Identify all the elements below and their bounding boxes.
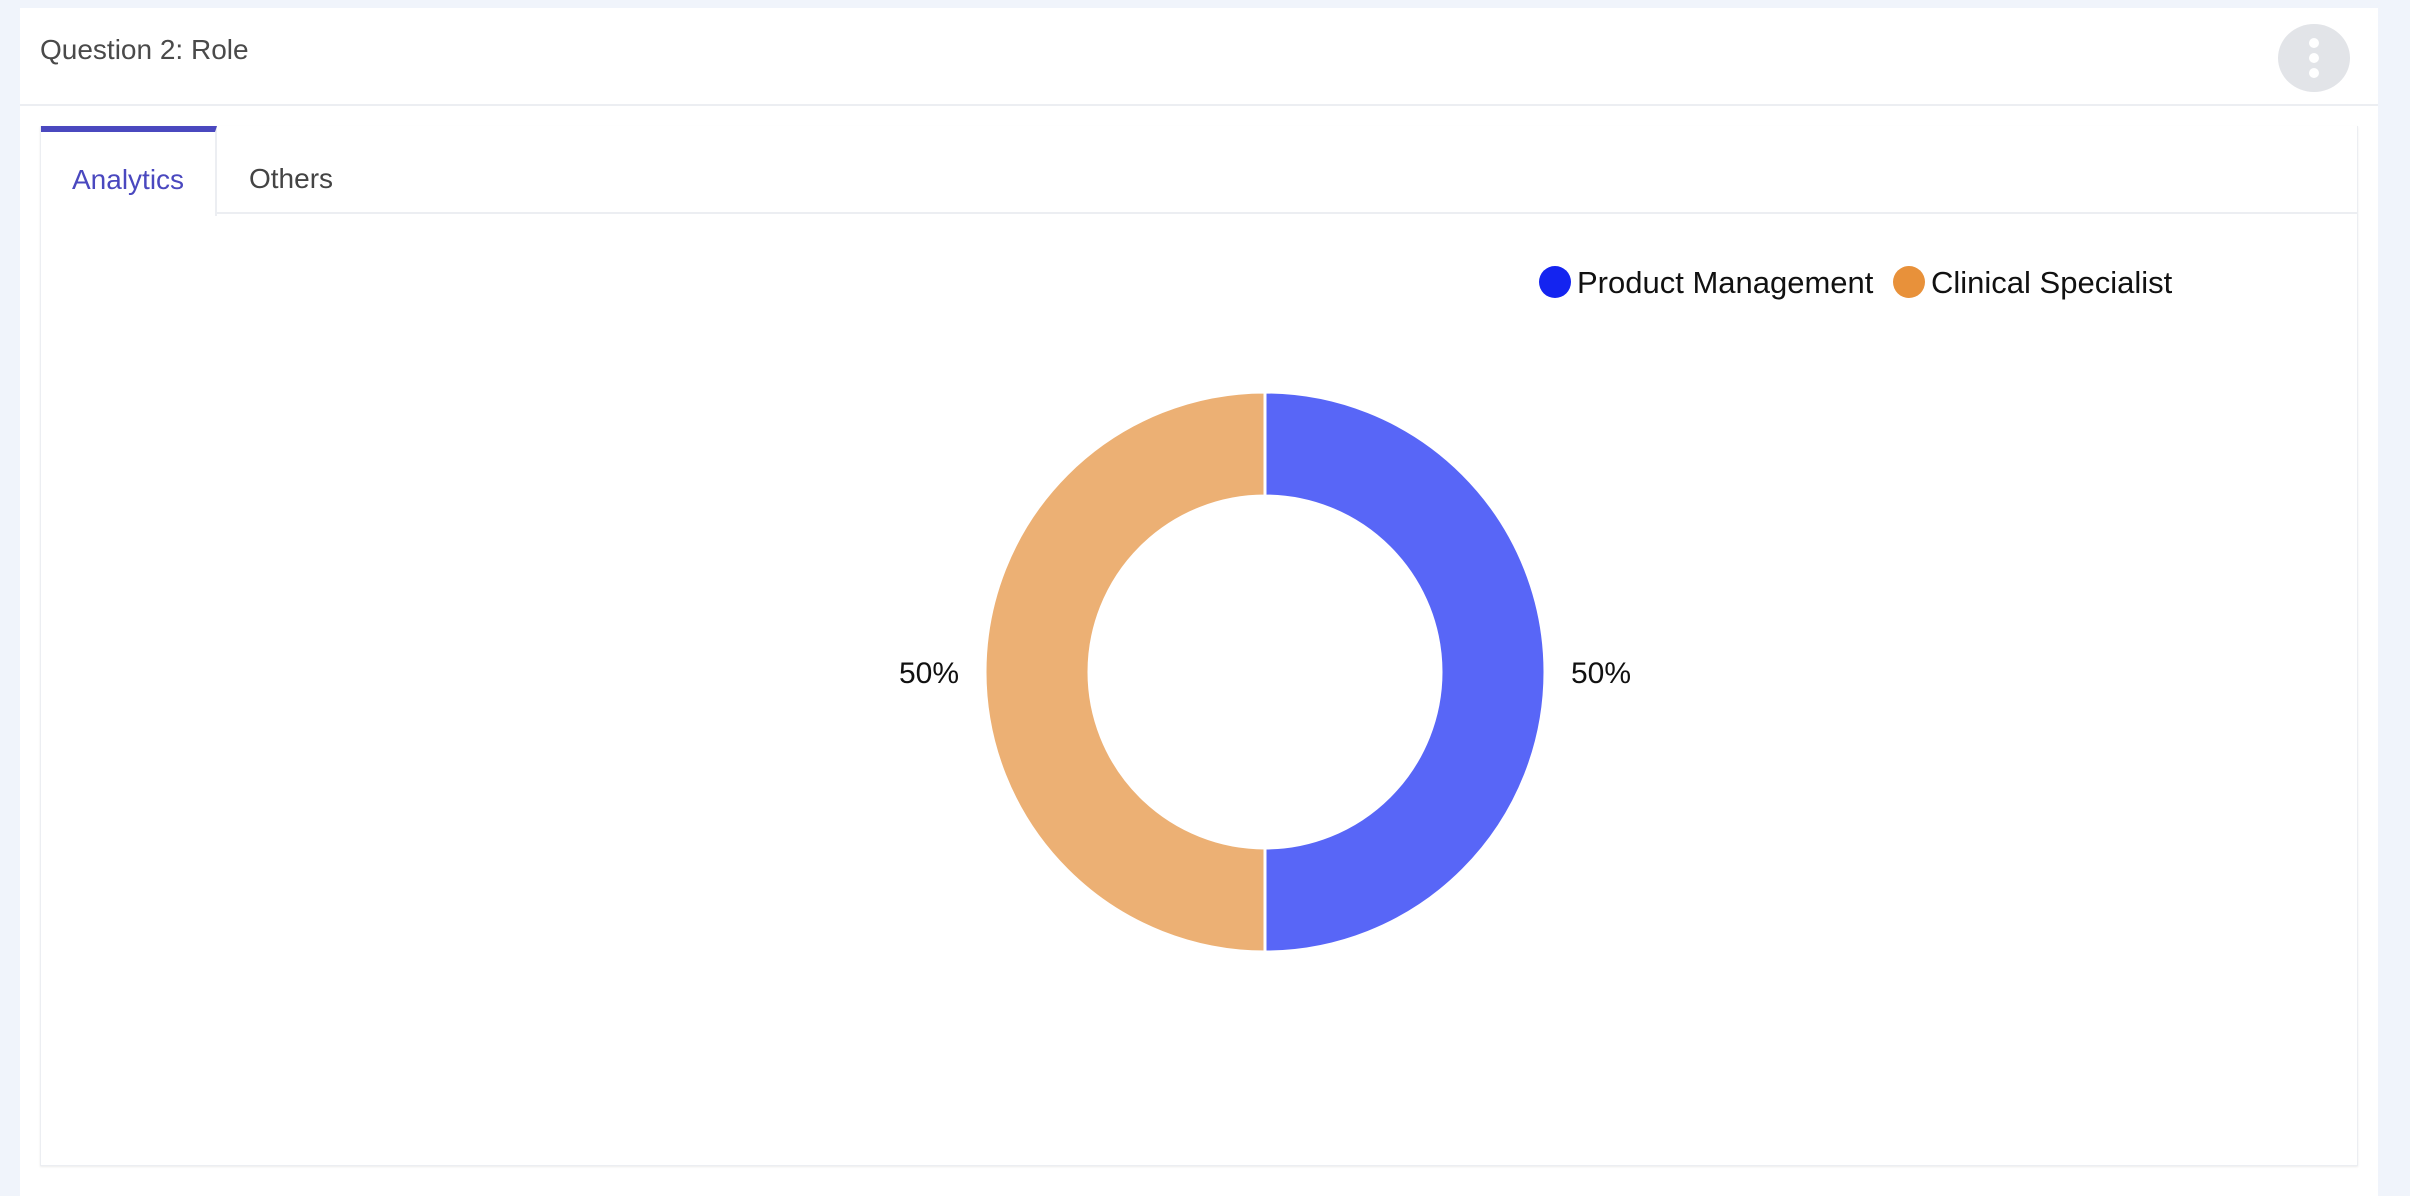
tab-others-label: Others xyxy=(249,163,334,194)
card-title: Question 2: Role xyxy=(40,34,249,65)
donut-slice-product-management[interactable] xyxy=(1263,390,1547,954)
card-header: Question 2: Role xyxy=(20,8,2378,106)
legend-swatch xyxy=(1539,266,1571,298)
more-options-button[interactable] xyxy=(2278,24,2350,92)
more-vertical-icon xyxy=(2309,68,2319,78)
legend-swatch xyxy=(1893,266,1925,298)
donut-chart: 50% 50% Product Management Clinical Special… xyxy=(899,265,2173,954)
data-label: 50% xyxy=(1571,657,1631,690)
legend-label: Product Management xyxy=(1577,265,1874,300)
tab-analytics[interactable]: Analytics xyxy=(41,126,217,216)
donut-slice-clinical-specialist[interactable] xyxy=(983,390,1267,954)
more-vertical-icon xyxy=(2309,53,2319,63)
legend-label: Clinical Specialist xyxy=(1931,265,2173,300)
question-card: Question 2: Role Analytics Others 50% 50%… xyxy=(20,8,2378,1196)
analytics-panel: Analytics Others 50% 50% Product Managemen… xyxy=(40,126,2358,1166)
more-vertical-icon xyxy=(2309,38,2319,48)
tab-analytics-label: Analytics xyxy=(72,164,185,195)
data-label: 50% xyxy=(899,657,959,690)
tab-bar: Analytics Others xyxy=(41,126,2357,216)
tab-others[interactable]: Others xyxy=(219,126,379,214)
